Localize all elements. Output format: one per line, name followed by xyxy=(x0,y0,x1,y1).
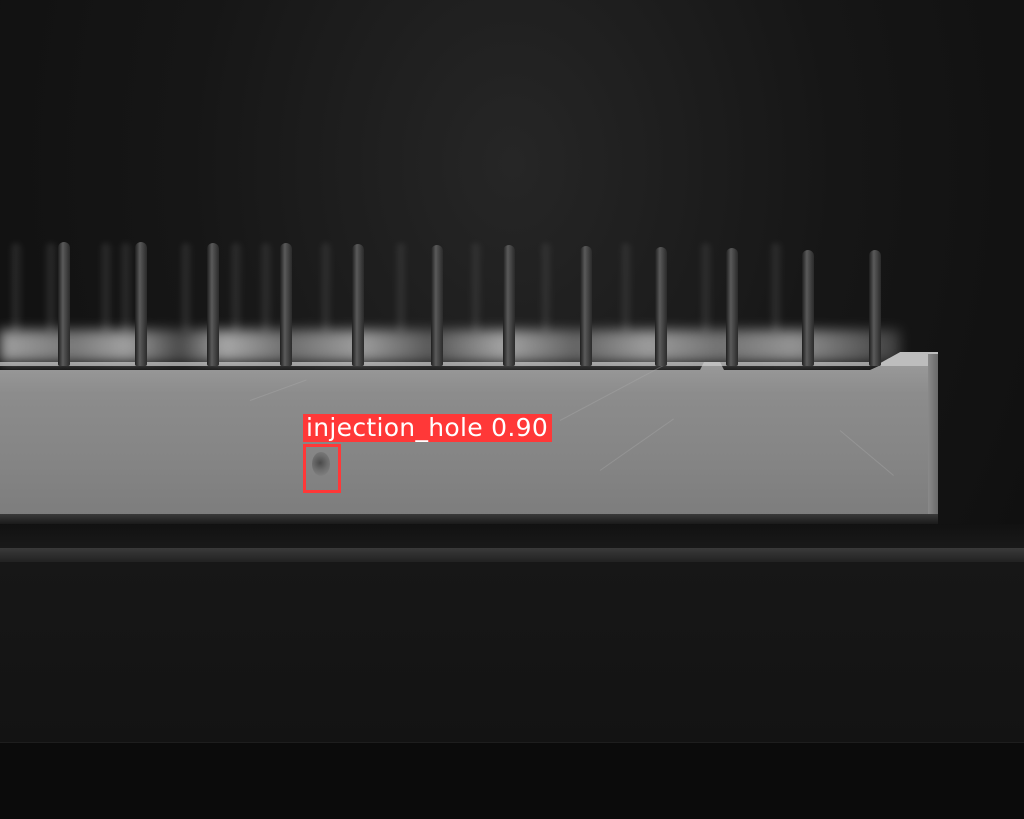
pin xyxy=(802,250,814,366)
background-pins-blurred xyxy=(0,235,900,335)
pin xyxy=(207,243,219,366)
background-pin xyxy=(770,243,782,333)
table-lower xyxy=(0,742,1024,819)
housing-bottom-edge xyxy=(0,514,938,524)
pin xyxy=(726,248,738,366)
pin xyxy=(869,250,881,366)
background-pin xyxy=(45,243,57,333)
background-pin xyxy=(260,243,272,333)
background-pin xyxy=(700,243,712,333)
background-reflection xyxy=(0,330,900,362)
background-pin xyxy=(120,243,132,333)
background-pin xyxy=(10,243,22,333)
detection-label: injection_hole 0.90 xyxy=(303,414,553,442)
pin xyxy=(352,244,364,366)
background-pin xyxy=(540,243,552,333)
pin xyxy=(431,245,443,366)
pin xyxy=(655,247,667,366)
background-pin xyxy=(620,243,632,333)
background-pin xyxy=(230,243,242,333)
background-pin xyxy=(470,243,482,333)
detection-box xyxy=(303,444,341,493)
pin xyxy=(580,246,592,366)
pin xyxy=(135,242,147,366)
housing-right-face xyxy=(928,354,938,522)
table-surface xyxy=(0,562,1024,742)
background-pin xyxy=(100,243,112,333)
pin xyxy=(503,245,515,366)
pin xyxy=(58,242,70,366)
table-edge xyxy=(0,548,1024,562)
background-pin xyxy=(180,243,192,333)
background-pin xyxy=(320,243,332,333)
background-pin xyxy=(395,243,407,333)
pin xyxy=(280,243,292,366)
plastic-housing xyxy=(0,362,938,522)
defect-spot xyxy=(312,452,330,476)
base-shadow xyxy=(0,524,1024,550)
